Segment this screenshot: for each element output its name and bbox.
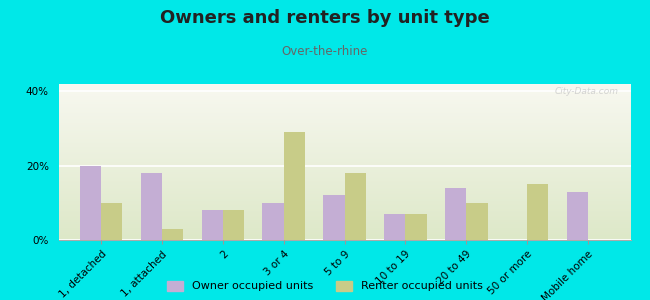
Bar bbox=[384, 214, 406, 240]
Bar bbox=[323, 195, 345, 240]
Bar bbox=[283, 132, 305, 240]
Bar bbox=[527, 184, 549, 240]
Bar bbox=[344, 173, 366, 240]
Bar bbox=[140, 173, 162, 240]
Bar bbox=[80, 166, 101, 240]
Bar bbox=[466, 203, 488, 240]
Bar bbox=[223, 210, 244, 240]
Bar bbox=[202, 210, 223, 240]
Bar bbox=[263, 203, 283, 240]
Text: Owners and renters by unit type: Owners and renters by unit type bbox=[160, 9, 490, 27]
Text: Over-the-rhine: Over-the-rhine bbox=[282, 45, 368, 58]
Bar bbox=[567, 192, 588, 240]
Legend: Owner occupied units, Renter occupied units: Owner occupied units, Renter occupied un… bbox=[167, 281, 483, 291]
Bar bbox=[445, 188, 466, 240]
Bar bbox=[406, 214, 426, 240]
Bar bbox=[101, 203, 122, 240]
Text: City-Data.com: City-Data.com bbox=[555, 87, 619, 96]
Bar bbox=[162, 229, 183, 240]
